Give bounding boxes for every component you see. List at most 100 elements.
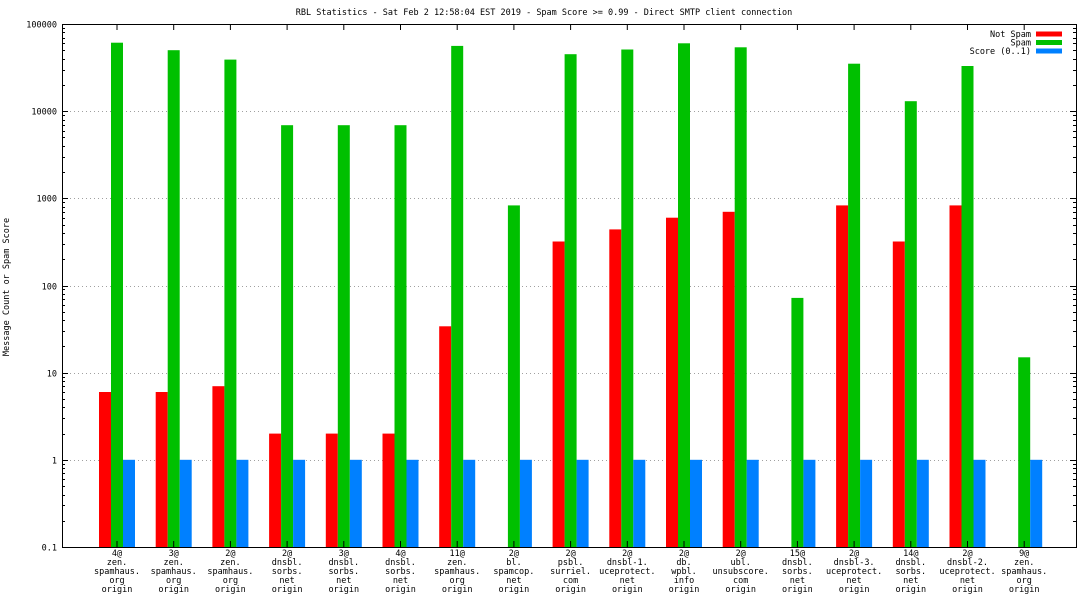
legend-label: Spam bbox=[1011, 39, 1031, 49]
y-tick-label: 1000 bbox=[37, 195, 57, 205]
x-tick-label-line: origin bbox=[839, 585, 870, 595]
legend-label: Score (0..1) bbox=[970, 47, 1031, 57]
x-tick-label-line: unsubscore. bbox=[713, 567, 769, 577]
x-tick-label-line: spamhaus. bbox=[207, 567, 253, 577]
bar-score-0-1 bbox=[803, 459, 816, 547]
x-tick-label: 15@ dnsbl. sorbs. net origin bbox=[782, 549, 813, 595]
x-tick-label-line: ubl. bbox=[730, 558, 750, 568]
x-tick-label: 2@ dnsbl. sorbs. net origin bbox=[272, 549, 303, 595]
bar-not-spam bbox=[99, 392, 111, 547]
legend-swatch bbox=[1036, 31, 1062, 37]
x-tick-label-line: origin bbox=[272, 585, 303, 595]
x-tick-label-line: 3@ bbox=[169, 549, 179, 559]
x-tick-label-line: 9@ bbox=[1019, 549, 1029, 559]
bar-spam bbox=[621, 49, 634, 547]
x-tick-label-line: spamhaus. bbox=[434, 567, 480, 577]
y-axis-label: Message Count or Spam Score bbox=[2, 218, 12, 356]
y-tick-label: 100000 bbox=[26, 21, 57, 31]
chart-title: RBL Statistics - Sat Feb 2 12:58:04 EST … bbox=[296, 8, 792, 18]
x-tick-label-line: dnsbl. bbox=[272, 558, 303, 568]
x-tick-label-line: sorbs. bbox=[272, 567, 303, 577]
x-tick-label: 3@ dnsbl. sorbs. net origin bbox=[328, 549, 359, 595]
x-tick-label-line: uceprotect. bbox=[939, 567, 995, 577]
x-tick-label-line: origin bbox=[782, 585, 813, 595]
x-tick-label-line: sorbs. bbox=[328, 567, 359, 577]
x-tick-label-line: 4@ bbox=[112, 549, 122, 559]
x-tick-label-line: bl. bbox=[506, 558, 521, 568]
x-tick-label-line: origin bbox=[669, 585, 700, 595]
x-tick-label-line: 3@ bbox=[339, 549, 349, 559]
bar-not-spam bbox=[212, 386, 225, 547]
x-tick-label-line: origin bbox=[102, 585, 133, 595]
x-tick-label-line: origin bbox=[442, 585, 473, 595]
bar-spam bbox=[904, 101, 917, 547]
legend-label: Not Spam bbox=[990, 30, 1031, 40]
bar-spam bbox=[281, 125, 294, 547]
x-tick-label-line: zen. bbox=[220, 558, 240, 568]
bar-score-0-1 bbox=[860, 459, 873, 547]
x-tick-label-line: 2@ bbox=[736, 549, 746, 559]
x-tick-label-line: net bbox=[846, 576, 861, 586]
bar-spam bbox=[111, 42, 123, 547]
y-tick-label: 100 bbox=[42, 283, 57, 293]
x-tick-label-line: dnsbl. bbox=[895, 558, 926, 568]
x-tick-label: 2@ bl. spamcop. net origin bbox=[493, 549, 534, 595]
bar-not-spam bbox=[269, 433, 282, 547]
x-tick-label: 2@ dnsbl-1. uceprotect. net origin bbox=[599, 549, 655, 595]
x-tick-label-line: net bbox=[903, 576, 918, 586]
x-tick-label-line: origin bbox=[895, 585, 926, 595]
x-tick-label: 9@ zen. spamhaus. org origin bbox=[1001, 549, 1047, 595]
x-tick-label-line: spamhaus. bbox=[94, 567, 140, 577]
bar-not-spam bbox=[836, 205, 849, 547]
x-tick-label-line: origin bbox=[1009, 585, 1040, 595]
x-tick-label-line: dnsbl. bbox=[328, 558, 359, 568]
x-tick-label: 2@ ubl. unsubscore. com origin bbox=[713, 549, 769, 595]
x-tick-label: 4@ zen. spamhaus. org origin bbox=[94, 549, 140, 595]
bar-score-0-1 bbox=[916, 459, 929, 547]
bar-not-spam bbox=[439, 326, 452, 547]
x-tick-label-line: net bbox=[960, 576, 975, 586]
x-tick-label-line: db. bbox=[676, 558, 691, 568]
x-tick-label-line: zen. bbox=[107, 558, 127, 568]
x-tick-label: 14@ dnsbl. sorbs. net origin bbox=[895, 549, 926, 595]
x-tick-label-line: wpbl. bbox=[671, 567, 697, 577]
bar-score-0-1 bbox=[406, 459, 419, 547]
x-tick-label-line: org bbox=[109, 576, 124, 586]
x-tick-label-line: dnsbl-1. bbox=[607, 558, 648, 568]
x-tick-label-line: 2@ bbox=[565, 549, 575, 559]
y-tick-label: 1 bbox=[52, 457, 57, 467]
bar-spam bbox=[961, 66, 974, 547]
x-tick-label-line: net bbox=[790, 576, 805, 586]
x-tick-label: 11@ zen. spamhaus. org origin bbox=[434, 549, 480, 595]
x-tick-label: 2@ db. wpbl. info origin bbox=[669, 549, 700, 595]
x-tick-label-line: net bbox=[336, 576, 351, 586]
bar-score-0-1 bbox=[123, 459, 135, 547]
bar-spam bbox=[337, 125, 350, 547]
x-tick-label: 2@ zen. spamhaus. org origin bbox=[207, 549, 253, 595]
x-tick-label-line: 2@ bbox=[849, 549, 859, 559]
x-tick-label-line: surriel. bbox=[550, 567, 591, 577]
x-tick-label-line: origin bbox=[555, 585, 586, 595]
bar-spam bbox=[848, 63, 861, 547]
x-tick-label-line: org bbox=[1017, 576, 1032, 586]
bar-not-spam bbox=[666, 217, 678, 547]
bar-spam bbox=[394, 125, 407, 547]
x-tick-label-line: 4@ bbox=[395, 549, 405, 559]
x-tick-label-line: dnsbl-3. bbox=[834, 558, 875, 568]
bar-spam bbox=[564, 54, 577, 547]
x-tick-label-line: info bbox=[674, 576, 694, 586]
x-tick-label-line: uceprotect. bbox=[599, 567, 655, 577]
bar-spam bbox=[167, 50, 180, 547]
bar-score-0-1 bbox=[973, 459, 986, 547]
x-tick-label-line: 2@ bbox=[679, 549, 689, 559]
x-tick-label-line: net bbox=[279, 576, 294, 586]
x-tick-label-line: zen. bbox=[1014, 558, 1034, 568]
x-tick-label-line: zen. bbox=[447, 558, 467, 568]
x-tick-label-line: org bbox=[223, 576, 238, 586]
x-tick-label-line: origin bbox=[952, 585, 983, 595]
bar-not-spam bbox=[155, 392, 168, 547]
x-tick-label-line: spamhaus. bbox=[1001, 567, 1047, 577]
bar-spam bbox=[224, 59, 237, 547]
